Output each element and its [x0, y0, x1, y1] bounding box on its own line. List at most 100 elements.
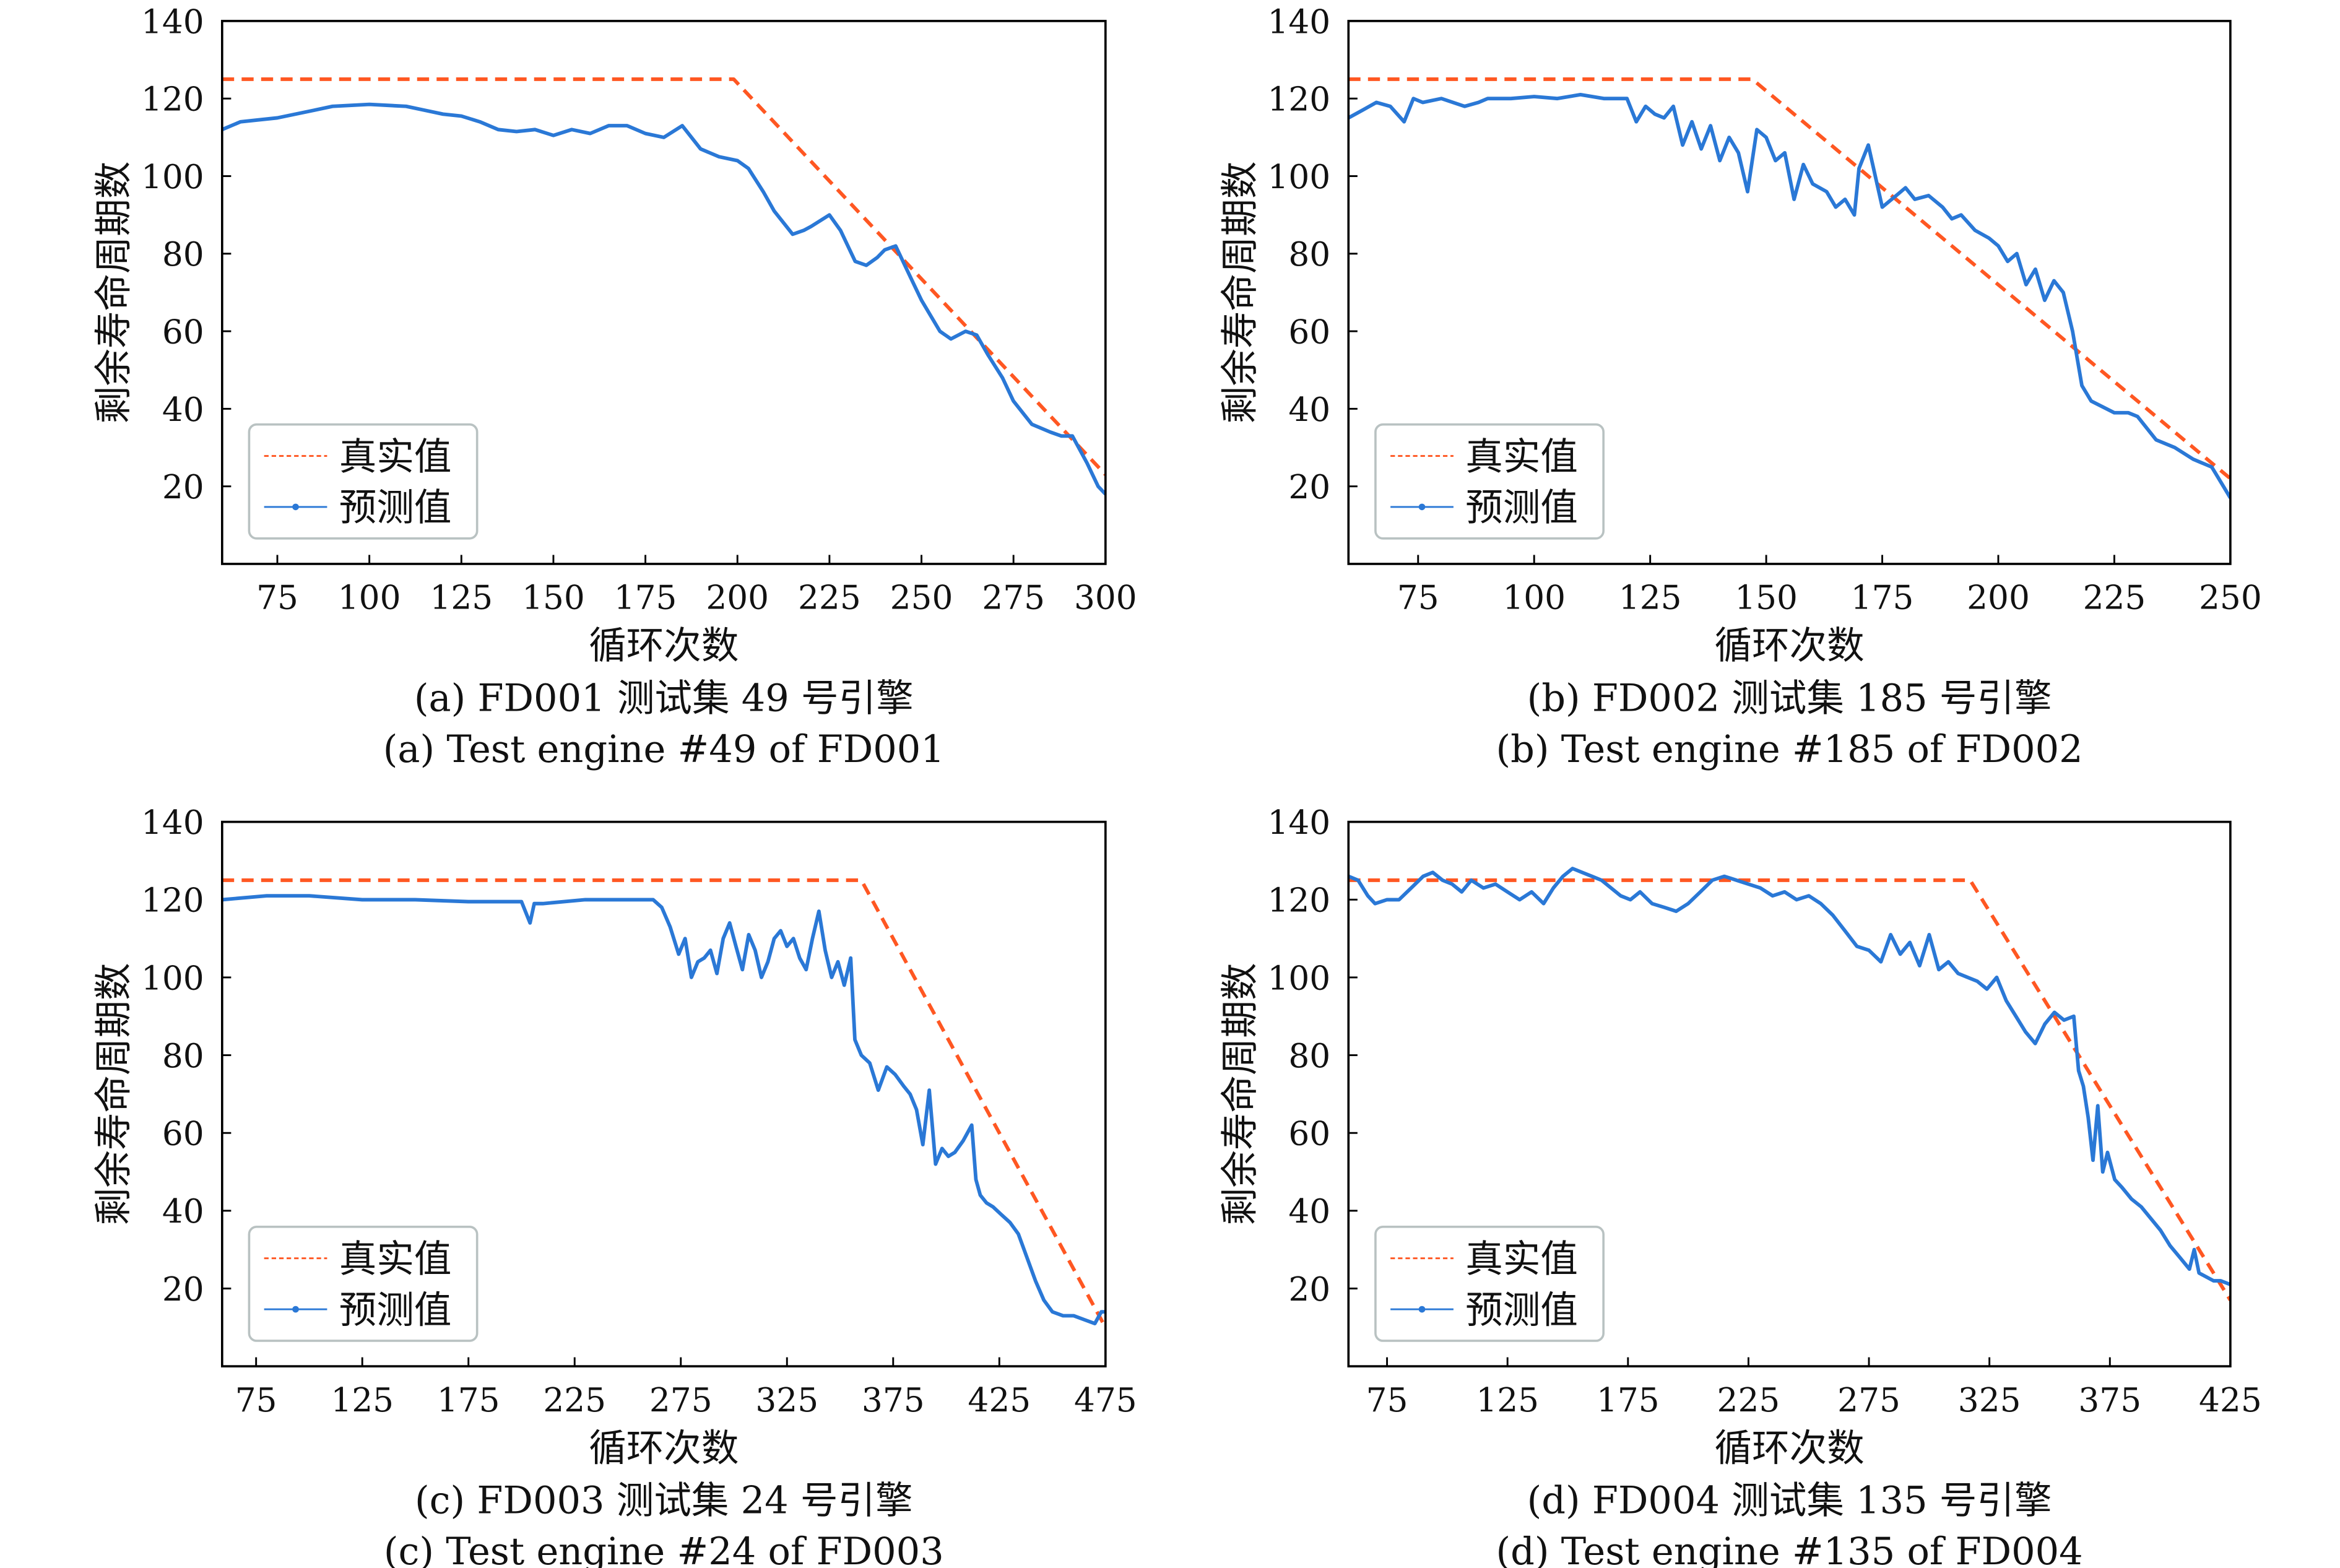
- predicted-rul-line: [1348, 92, 2230, 499]
- legend-box: [248, 1226, 479, 1342]
- y-tick-label: 20: [162, 1270, 204, 1309]
- y-tick-label: 80: [162, 1037, 204, 1075]
- y-tick-label: 60: [162, 313, 204, 351]
- x-tick-label: 75: [235, 1381, 277, 1419]
- y-tick-label: 80: [162, 235, 204, 274]
- caption-chinese: (a) FD001 测试集 49 号引擎: [414, 677, 914, 720]
- predicted-rul-line: [222, 102, 1106, 496]
- legend-pred-label: 预测值: [339, 1289, 452, 1332]
- legend-box: [1374, 1226, 1605, 1342]
- caption-chinese: (b) FD002 测试集 185 号引擎: [1527, 677, 2052, 720]
- x-tick-label: 250: [890, 579, 953, 617]
- plot-frame: [220, 820, 1107, 1367]
- legend-pred-label: 预测值: [1465, 1289, 1578, 1332]
- y-tick-label: 140: [1268, 803, 1331, 842]
- caption-chinese: (c) FD003 测试集 24 号引擎: [415, 1479, 913, 1523]
- x-tick-label: 325: [1958, 1381, 2021, 1419]
- x-tick-label: 125: [1476, 1381, 1539, 1419]
- caption-english: (c) Test engine #24 of FD003: [384, 1530, 944, 1568]
- x-tick-label: 125: [331, 1381, 394, 1419]
- y-tick-label: 60: [1288, 313, 1330, 351]
- legend-pred-marker: [292, 1306, 299, 1313]
- y-tick-label: 40: [162, 391, 204, 429]
- y-tick-label: 80: [1288, 235, 1330, 274]
- y-tick-label: 100: [141, 158, 204, 196]
- caption-english: (d) Test engine #135 of FD004: [1496, 1530, 2083, 1568]
- y-axis-label: 剩余寿命周期数: [92, 963, 136, 1225]
- y-tick-label: 140: [141, 2, 204, 41]
- x-tick-label: 325: [755, 1381, 818, 1419]
- subplot-b: 20 40 60 80 100 120 140 75 100 125 150 175 200 225 250…: [1218, 2, 2262, 771]
- y-tick-label: 40: [1288, 391, 1330, 429]
- y-axis-label: 剩余寿命周期数: [1218, 963, 1262, 1225]
- subplot-c: 20 40 60 80 100 120 140 75 125 175 225 275 325 375 425…: [92, 803, 1137, 1568]
- y-tick-label: 120: [1268, 80, 1331, 119]
- legend-true-label: 真实值: [339, 435, 452, 479]
- plot-frame: [1347, 20, 2232, 565]
- legend-box: [248, 423, 479, 540]
- x-axis-label: 循环次数: [1715, 625, 1865, 668]
- x-tick-label: 75: [1366, 1381, 1408, 1419]
- legend-pred-marker: [1418, 1306, 1426, 1313]
- y-tick-label: 120: [1268, 881, 1331, 920]
- y-axis-label: 剩余寿命周期数: [92, 162, 136, 424]
- legend-true-label: 真实值: [1465, 435, 1578, 479]
- y-tick-label: 40: [1288, 1192, 1330, 1231]
- legend-true-label: 真实值: [339, 1238, 452, 1281]
- x-tick-label: 275: [982, 579, 1045, 617]
- legend-pred-label: 预测值: [339, 487, 452, 530]
- x-tick-label: 225: [2083, 579, 2146, 617]
- x-tick-label: 175: [437, 1381, 500, 1419]
- plot-frame: [1347, 820, 2232, 1367]
- x-axis-label: 循环次数: [589, 1427, 739, 1470]
- x-tick-label: 275: [1837, 1381, 1900, 1419]
- x-tick-label: 175: [1597, 1381, 1660, 1419]
- subplot-d: 20 40 60 80 100 120 140 75 125 175 225 275 325 375 425…: [1218, 803, 2262, 1568]
- subplot-a: 20 40 60 80 100 120 140 75 100 125 150 175 200 225 250…: [92, 2, 1137, 771]
- y-tick-label: 40: [162, 1192, 204, 1231]
- legend-pred-label: 预测值: [1465, 487, 1578, 530]
- y-tick-label: 20: [162, 468, 204, 506]
- x-tick-label: 475: [1074, 1381, 1137, 1419]
- x-tick-label: 250: [2199, 579, 2262, 617]
- y-tick-label: 60: [162, 1115, 204, 1153]
- x-tick-label: 125: [430, 579, 493, 617]
- legend-pred-marker: [1418, 503, 1426, 511]
- y-tick-label: 100: [1268, 959, 1331, 997]
- x-tick-label: 425: [2199, 1381, 2262, 1419]
- y-tick-label: 120: [141, 80, 204, 119]
- x-tick-label: 225: [543, 1381, 606, 1419]
- caption-chinese: (d) FD004 测试集 135 号引擎: [1527, 1479, 2052, 1523]
- x-tick-label: 150: [522, 579, 585, 617]
- x-tick-label: 225: [1717, 1381, 1780, 1419]
- x-tick-label: 150: [1735, 579, 1798, 617]
- predicted-rul-line: [222, 894, 1106, 1325]
- legend-pred-marker: [292, 503, 299, 511]
- x-tick-label: 300: [1074, 579, 1137, 617]
- true-rul-line: [222, 77, 1106, 476]
- y-tick-label: 20: [1288, 468, 1330, 506]
- y-tick-label: 140: [141, 803, 204, 842]
- y-tick-label: 60: [1288, 1115, 1330, 1153]
- legend-box: [1374, 423, 1605, 540]
- x-tick-label: 75: [1397, 579, 1439, 617]
- x-tick-label: 175: [1851, 579, 1914, 617]
- plot-frame: [220, 20, 1107, 565]
- caption-english: (b) Test engine #185 of FD002: [1496, 728, 2083, 771]
- x-tick-label: 275: [649, 1381, 713, 1419]
- x-tick-label: 425: [968, 1381, 1031, 1419]
- x-tick-label: 75: [256, 579, 298, 617]
- x-tick-label: 375: [2078, 1381, 2141, 1419]
- x-tick-label: 125: [1619, 579, 1682, 617]
- x-tick-label: 175: [614, 579, 677, 617]
- x-axis-label: 循环次数: [589, 625, 739, 668]
- y-tick-label: 120: [141, 881, 204, 920]
- y-axis-label: 剩余寿命周期数: [1218, 162, 1262, 424]
- predicted-rul-line: [1348, 867, 2230, 1286]
- x-tick-label: 225: [798, 579, 861, 617]
